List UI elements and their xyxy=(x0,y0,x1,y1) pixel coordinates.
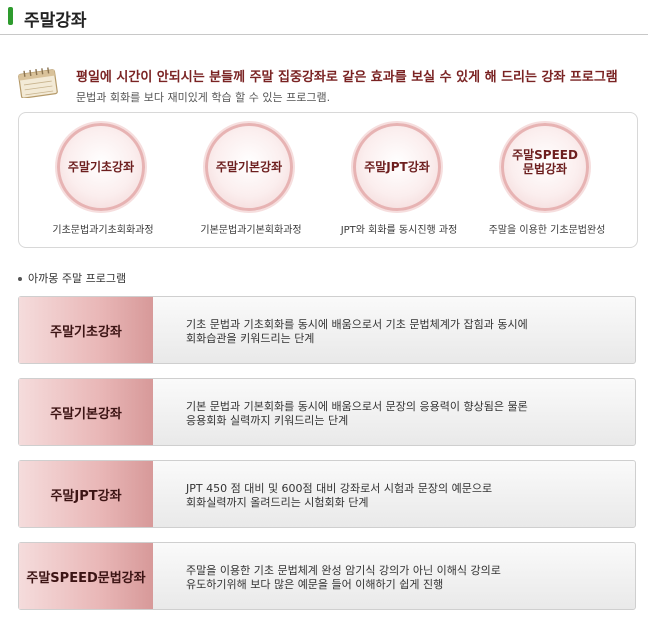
page-title: 주말강좌 xyxy=(24,11,87,31)
program-label: 주말SPEED문법강좌 xyxy=(19,543,153,609)
course-circle: 주말SPEED 문법강좌 xyxy=(501,123,589,211)
course-circle: 주말기초강좌 xyxy=(57,123,145,211)
section-heading: 아까몽 주말 프로그램 xyxy=(18,270,126,286)
course-card-jpt[interactable]: 주말JPT강좌 JPT와 회화를 동시진행 과정 xyxy=(323,123,475,243)
program-desc-line2: 유도하기위해 보다 많은 예문을 들어 이해하기 쉽게 진행 xyxy=(186,578,444,591)
program-desc-line1: JPT 450 점 대비 및 600점 대비 강좌로서 시험과 문장의 예문으로 xyxy=(186,482,493,495)
program-desc-line2: 회화습관을 키워드리는 단계 xyxy=(186,332,315,345)
course-label: 주말기본강좌 xyxy=(215,160,283,174)
program-row-basic[interactable]: 주말기초강좌 기초 문법과 기초회화를 동시에 배움으로서 기초 문법체계가 잡… xyxy=(18,296,636,364)
program-row-speed[interactable]: 주말SPEED문법강좌 주말을 이용한 기초 문법체계 완성 암기식 강의가 아… xyxy=(18,542,636,610)
course-caption: 주말을 이용한 기초문법완성 xyxy=(488,225,606,236)
bullet-icon xyxy=(18,277,22,281)
program-description: 주말을 이용한 기초 문법체계 완성 암기식 강의가 아닌 이해식 강의로 유도하… xyxy=(186,564,501,592)
course-card-standard[interactable]: 주말기본강좌 기본문법과기본회화과정 xyxy=(175,123,327,243)
course-panel: 주말기초강좌 기초문법과기초회화과정 주말기본강좌 기본문법과기본회화과정 주말… xyxy=(18,112,638,248)
program-desc-line1: 기본 문법과 기본회화를 동시에 배움으로서 문장의 응용력이 향상됨은 물론 xyxy=(186,400,528,413)
program-description: 기본 문법과 기본회화를 동시에 배움으로서 문장의 응용력이 향상됨은 물론 응… xyxy=(186,400,528,428)
program-description: 기초 문법과 기초회화를 동시에 배움으로서 기초 문법체계가 잡힘과 동시에 회… xyxy=(186,318,528,346)
program-description: JPT 450 점 대비 및 600점 대비 강좌로서 시험과 문장의 예문으로… xyxy=(186,482,492,510)
section-title: 아까몽 주말 프로그램 xyxy=(28,272,127,285)
calendar-icon xyxy=(18,67,58,98)
page-header: 주말강좌 xyxy=(0,0,648,35)
program-label: 주말기초강좌 xyxy=(19,297,153,363)
program-label: 주말JPT강좌 xyxy=(19,461,153,527)
course-card-basic[interactable]: 주말기초강좌 기초문법과기초회화과정 xyxy=(27,123,179,243)
course-label: 주말SPEED 문법강좌 xyxy=(504,148,586,176)
program-label: 주말기본강좌 xyxy=(19,379,153,445)
course-circle: 주말JPT강좌 xyxy=(353,123,441,211)
intro-subline: 문법과 회화를 보다 재미있게 학습 할 수 있는 프로그램. xyxy=(76,91,331,104)
course-label-line2: 문법강좌 xyxy=(522,162,568,176)
program-desc-line2: 회화실력까지 올려드리는 시험회화 단계 xyxy=(186,496,369,509)
program-row-standard[interactable]: 주말기본강좌 기본 문법과 기본회화를 동시에 배움으로서 문장의 응용력이 향… xyxy=(18,378,636,446)
course-label: 주말기초강좌 xyxy=(67,160,135,174)
course-caption: 기본문법과기본회화과정 xyxy=(200,225,302,236)
intro-headline: 평일에 시간이 안되시는 분들께 주말 집중강좌로 같은 효과를 보실 수 있게… xyxy=(76,70,618,85)
program-desc-line1: 주말을 이용한 기초 문법체계 완성 암기식 강의가 아닌 이해식 강의로 xyxy=(186,564,501,577)
program-desc-line2: 응용회화 실력까지 키워드리는 단계 xyxy=(186,414,349,427)
program-desc-line1: 기초 문법과 기초회화를 동시에 배움으로서 기초 문법체계가 잡힘과 동시에 xyxy=(186,318,528,331)
course-caption: 기초문법과기초회화과정 xyxy=(52,225,154,236)
course-caption: JPT와 회화를 동시진행 과정 xyxy=(340,225,458,236)
course-card-speed[interactable]: 주말SPEED 문법강좌 주말을 이용한 기초문법완성 xyxy=(471,123,623,243)
course-label: 주말JPT강좌 xyxy=(364,160,430,174)
header-accent-bar xyxy=(8,7,13,25)
course-circle: 주말기본강좌 xyxy=(205,123,293,211)
course-label-line1: 주말SPEED xyxy=(512,148,578,162)
program-row-jpt[interactable]: 주말JPT강좌 JPT 450 점 대비 및 600점 대비 강좌로서 시험과 … xyxy=(18,460,636,528)
